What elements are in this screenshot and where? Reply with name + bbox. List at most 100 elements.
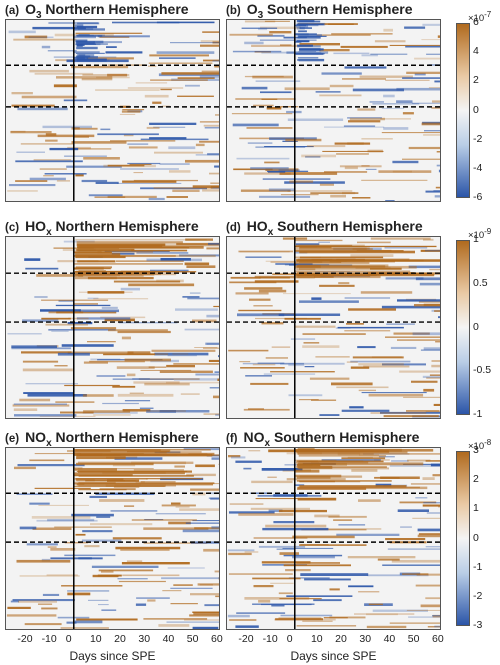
- spe-response-streak: [299, 256, 384, 259]
- species-label: HOx: [246, 218, 274, 238]
- anomaly-streak: [131, 249, 188, 252]
- anomaly-streak: [399, 501, 437, 504]
- anomaly-streak: [313, 599, 342, 602]
- anomaly-streak: [275, 263, 313, 265]
- anomaly-streak: [214, 371, 219, 373]
- anomaly-streak: [41, 317, 71, 320]
- anomaly-streak: [244, 551, 259, 553]
- anomaly-streak: [133, 469, 184, 471]
- hemisphere-label: Northern Hemisphere: [51, 429, 199, 445]
- anomaly-streak: [397, 509, 429, 512]
- anomaly-streak: [19, 398, 51, 402]
- anomaly-streak: [115, 546, 181, 550]
- anomaly-streak: [140, 138, 209, 141]
- anomaly-streak: [416, 573, 440, 576]
- anomaly-streak: [235, 98, 296, 100]
- anomaly-streak: [206, 454, 219, 457]
- spe-response-streak: [74, 481, 116, 484]
- anomaly-streak: [351, 469, 378, 472]
- anomaly-streak: [121, 336, 131, 340]
- anomaly-streak: [361, 54, 378, 57]
- panel-label: (c): [5, 222, 20, 234]
- anomaly-streak: [6, 614, 57, 617]
- anomaly-streak: [49, 147, 79, 151]
- anomaly-streak: [302, 333, 366, 335]
- spe-response-streak: [75, 43, 101, 46]
- anomaly-streak: [328, 515, 367, 518]
- anomaly-streak: [370, 412, 427, 414]
- spe-response-streak: [76, 58, 107, 60]
- anomaly-streak: [60, 411, 94, 414]
- anomaly-streak: [114, 457, 163, 460]
- anomaly-streak: [227, 549, 255, 552]
- x-tick-label: -20: [17, 633, 33, 645]
- spe-response-streak: [298, 463, 347, 466]
- anomaly-streak: [211, 457, 219, 460]
- anomaly-streak: [120, 480, 136, 482]
- anomaly-streak: [75, 533, 86, 536]
- anomaly-streak: [240, 367, 285, 369]
- anomaly-streak: [175, 308, 218, 311]
- anomaly-streak: [75, 266, 112, 269]
- heatmap-plot: [226, 236, 441, 419]
- anomaly-streak: [22, 319, 59, 322]
- anomaly-streak: [29, 502, 50, 505]
- anomaly-streak: [228, 349, 269, 352]
- anomaly-streak: [106, 46, 117, 48]
- anomaly-streak: [146, 258, 202, 262]
- heatmap-svg: [6, 448, 219, 629]
- anomaly-streak: [321, 72, 362, 75]
- anomaly-streak: [135, 82, 168, 84]
- anomaly-streak: [68, 317, 89, 320]
- anomaly-streak: [172, 189, 200, 192]
- anomaly-streak: [56, 311, 117, 314]
- anomaly-streak: [185, 238, 213, 241]
- colorbar-tick-label: -6: [473, 191, 483, 203]
- spe-response-streak: [77, 461, 194, 464]
- anomaly-streak: [209, 172, 219, 175]
- anomaly-streak: [391, 460, 409, 462]
- anomaly-streak: [97, 133, 159, 136]
- heatmap-plot: [5, 236, 220, 419]
- spe-response-streak: [295, 239, 343, 242]
- anomaly-streak: [203, 59, 219, 62]
- anomaly-streak: [192, 185, 219, 188]
- anomaly-streak: [244, 41, 264, 45]
- anomaly-streak: [311, 399, 337, 401]
- anomaly-streak: [404, 26, 426, 29]
- x-tick-label: 30: [138, 633, 151, 645]
- spe-response-streak: [77, 247, 190, 249]
- anomaly-streak: [309, 377, 350, 380]
- anomaly-streak: [211, 454, 219, 457]
- anomaly-streak: [107, 73, 128, 77]
- anomaly-streak: [396, 100, 413, 103]
- anomaly-streak: [120, 549, 170, 551]
- anomaly-streak: [63, 99, 88, 102]
- anomaly-streak: [193, 612, 219, 615]
- anomaly-streak: [104, 318, 135, 322]
- anomaly-streak: [368, 393, 424, 397]
- anomaly-streak: [237, 313, 285, 317]
- anomaly-streak: [17, 107, 68, 111]
- heatmap-svg: [6, 20, 219, 201]
- anomaly-streak: [346, 323, 364, 325]
- anomaly-streak: [438, 505, 440, 508]
- anomaly-streak: [192, 626, 219, 629]
- anomaly-streak: [148, 62, 213, 64]
- anomaly-streak: [410, 483, 440, 485]
- anomaly-streak: [67, 590, 110, 592]
- heatmap-svg: [227, 20, 440, 201]
- spe-response-streak: [74, 267, 111, 270]
- anomaly-streak: [264, 161, 280, 164]
- anomaly-streak: [229, 503, 264, 505]
- anomaly-streak: [357, 108, 376, 111]
- anomaly-streak: [414, 57, 440, 60]
- panel-title: (c) HOx Northern Hemisphere: [5, 218, 199, 238]
- anomaly-streak: [78, 489, 127, 491]
- species-label: HOx: [25, 218, 52, 238]
- anomaly-streak: [284, 87, 330, 91]
- anomaly-streak: [24, 623, 62, 626]
- anomaly-streak: [258, 27, 268, 31]
- spe-response-streak: [78, 275, 144, 277]
- spe-response-streak: [78, 54, 86, 57]
